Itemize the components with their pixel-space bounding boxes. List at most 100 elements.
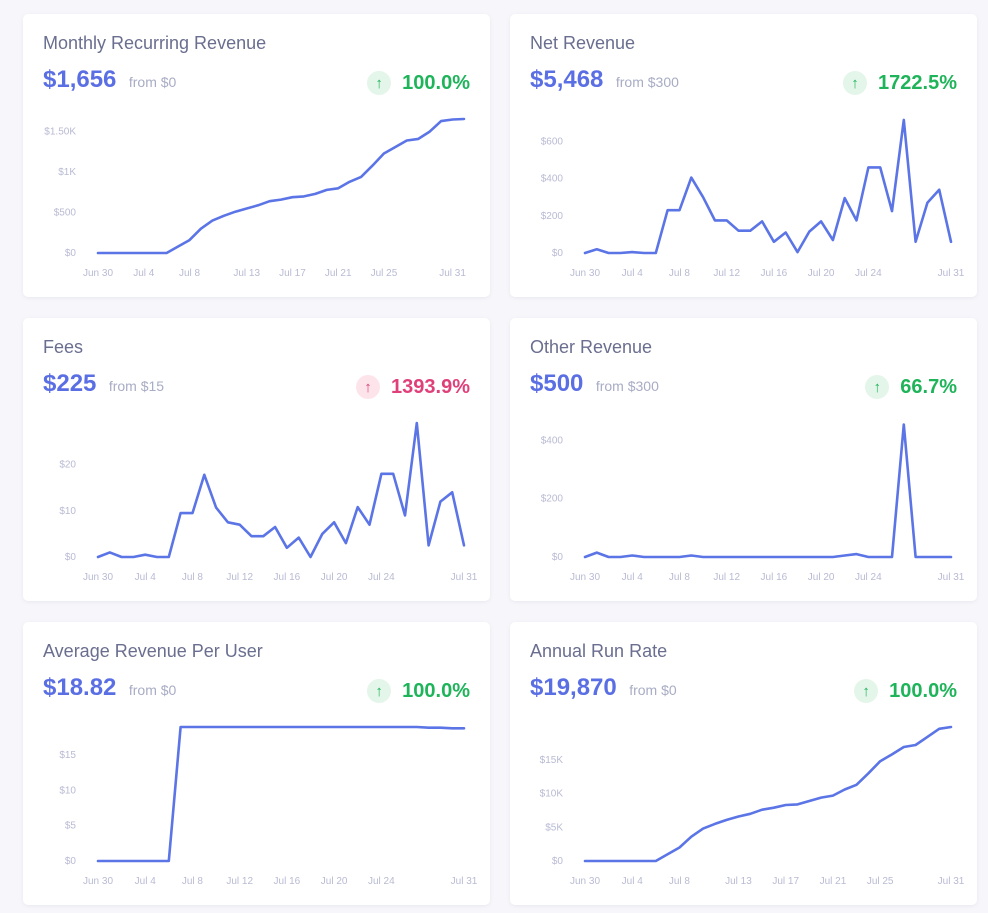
x-tick-label: Jul 20 [808, 268, 835, 279]
y-tick-label: $5 [65, 821, 77, 832]
previous-value: from $0 [128, 74, 177, 90]
x-tick-label: Jul 8 [669, 876, 691, 887]
arpu-line-chart: $0 $5 $10 $15 Jun 30 Jul 4 Jul 8 Jul 12 Jul 16 Ju… [59, 725, 478, 887]
x-tick-label: Jul 16 [761, 572, 788, 583]
x-tick-label: Jul 12 [226, 876, 253, 887]
x-tick-label: Jul 12 [226, 572, 253, 583]
x-tick-label: Jun 30 [83, 268, 113, 279]
fees-card[interactable]: Fees $225 from $15 ↑ 1393.9% $0 $10 $20 Jun… [23, 318, 490, 601]
change-indicator: ↑ 66.7% [865, 375, 957, 399]
x-tick-label: Jul 21 [325, 268, 352, 279]
other-revenue-card[interactable]: Other Revenue $500 from $300 ↑ 66.7% $0 $… [510, 318, 977, 601]
series-line [583, 725, 953, 863]
y-tick-label: $15K [540, 755, 564, 766]
y-tick-label: $0 [552, 248, 564, 259]
x-tick-label: Jul 8 [182, 876, 204, 887]
x-tick-label: Jun 30 [570, 572, 600, 583]
x-tick-label: Jul 20 [321, 572, 348, 583]
x-tick-label: Jul 8 [179, 268, 201, 279]
x-tick-label: Jul 21 [820, 876, 847, 887]
x-tick-label: Jul 16 [274, 572, 301, 583]
y-tick-label: $0 [552, 552, 564, 563]
x-tick-label: Jun 30 [83, 572, 113, 583]
x-tick-label: Jul 24 [368, 572, 395, 583]
x-tick-label: Jul 31 [439, 268, 466, 279]
current-value: $500 [530, 370, 584, 397]
x-tick-label: Jul 20 [808, 572, 835, 583]
x-tick-label: Jul 24 [855, 572, 882, 583]
y-tick-label: $200 [541, 211, 564, 222]
arrow-up-icon: ↑ [367, 679, 392, 703]
arrow-up-icon: ↑ [854, 679, 879, 703]
arrow-up-icon: ↑ [865, 375, 890, 399]
value-row: $5,468 from $300 [530, 66, 679, 94]
current-value: $1,656 [43, 66, 117, 93]
x-tick-label: Jul 16 [761, 268, 788, 279]
x-tick-label: Jul 4 [135, 876, 157, 887]
y-tick-label: $0 [65, 552, 77, 563]
series-line [583, 118, 953, 255]
x-tick-label: Jul 8 [669, 572, 691, 583]
arpu-card[interactable]: Average Revenue Per User $18.82 from $0 … [23, 622, 490, 905]
card-title: Monthly Recurring Revenue [43, 33, 267, 53]
x-tick-label: Jul 31 [451, 572, 478, 583]
x-tick-label: Jul 25 [867, 876, 894, 887]
change-indicator: ↑ 100.0% [367, 71, 470, 95]
card-title: Net Revenue [530, 33, 636, 53]
y-tick-label: $600 [541, 136, 564, 147]
value-row: $19,870 from $0 [530, 674, 677, 702]
x-tick-label: Jul 4 [622, 876, 644, 887]
y-tick-label: $0 [552, 856, 564, 867]
x-tick-label: Jul 17 [772, 876, 799, 887]
change-percent: 100.0% [889, 679, 957, 702]
y-tick-label: $10 [59, 506, 76, 517]
card-title: Fees [43, 337, 84, 357]
other-revenue-line-chart: $0 $200 $400 Jun 30 Jul 4 Jul 8 Jul 12 Jul 16 Ju… [541, 423, 965, 583]
previous-value: from $300 [595, 378, 659, 394]
value-row: $1,656 from $0 [43, 66, 176, 94]
x-tick-label: Jun 30 [83, 876, 113, 887]
x-tick-label: Jul 4 [622, 572, 644, 583]
x-tick-label: Jul 16 [274, 876, 301, 887]
arrow-up-icon: ↑ [843, 71, 868, 95]
x-tick-label: Jul 31 [938, 268, 965, 279]
annual-run-rate-card[interactable]: Annual Run Rate $19,870 from $0 ↑ 100.0%… [510, 622, 977, 905]
x-tick-label: Jun 30 [570, 876, 600, 887]
y-tick-label: $500 [54, 208, 77, 219]
x-tick-label: Jul 24 [368, 876, 395, 887]
x-tick-label: Jul 24 [855, 268, 882, 279]
card-title: Average Revenue Per User [43, 641, 263, 661]
series-line [96, 117, 466, 255]
y-tick-label: $400 [541, 435, 564, 446]
y-tick-label: $5K [545, 822, 563, 833]
y-tick-label: $10 [59, 785, 76, 796]
mrr-card[interactable]: Monthly Recurring Revenue $1,656 from $0… [23, 14, 490, 297]
current-value: $18.82 [43, 674, 117, 701]
net-revenue-line-chart: $0 $200 $400 $600 Jun 30 Jul 4 Jul 8 Jul 12 Jul … [541, 118, 965, 279]
change-percent: 1393.9% [391, 375, 470, 398]
y-tick-label: $400 [541, 174, 564, 185]
change-percent: 100.0% [402, 71, 470, 94]
previous-value: from $0 [629, 682, 677, 698]
x-tick-label: Jul 13 [725, 876, 752, 887]
x-tick-label: Jul 12 [713, 572, 740, 583]
x-tick-label: Jul 12 [713, 268, 740, 279]
value-row: $500 from $300 [530, 370, 659, 398]
value-row: $18.82 from $0 [43, 674, 176, 702]
change-percent: 66.7% [900, 375, 957, 398]
x-tick-label: Jul 31 [938, 876, 965, 887]
x-tick-label: Jul 8 [182, 572, 204, 583]
y-tick-label: $0 [65, 856, 77, 867]
x-tick-label: Jul 8 [669, 268, 691, 279]
x-tick-label: Jul 31 [451, 876, 478, 887]
annual-run-rate-line-chart: $0 $5K $10K $15K Jun 30 Jul 4 Jul 8 Jul 13 Jul 1… [540, 725, 965, 887]
change-indicator: ↑ 1393.9% [356, 375, 470, 399]
previous-value: from $15 [108, 378, 165, 394]
net-revenue-card[interactable]: Net Revenue $5,468 from $300 ↑ 1722.5% $… [510, 14, 977, 297]
change-percent: 1722.5% [878, 71, 957, 94]
x-tick-label: Jul 4 [622, 268, 644, 279]
change-indicator: ↑ 100.0% [367, 679, 470, 703]
fees-line-chart: $0 $10 $20 Jun 30 Jul 4 Jul 8 Jul 12 Jul 16 Jul … [59, 421, 478, 583]
current-value: $19,870 [530, 674, 617, 701]
arrow-up-icon: ↑ [356, 375, 381, 399]
